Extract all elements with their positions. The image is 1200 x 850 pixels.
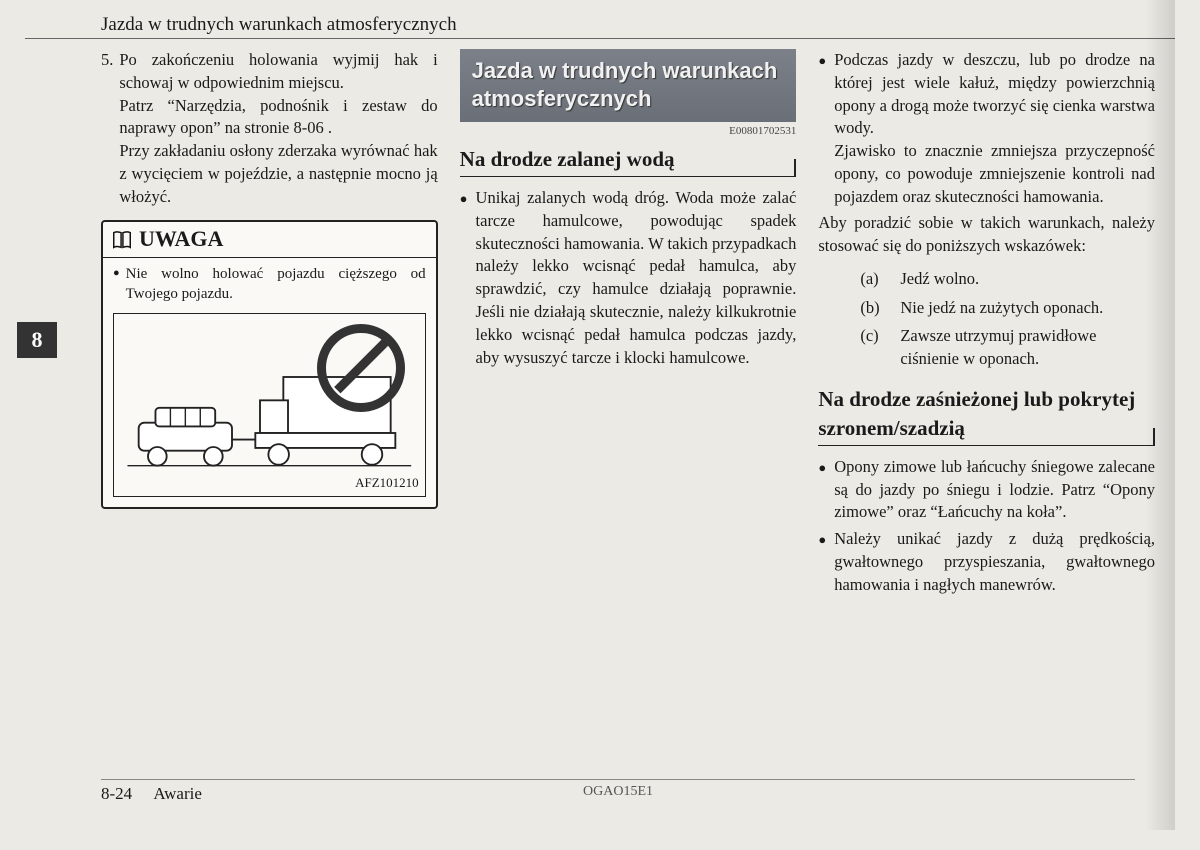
column-1: 5. Po zakończeniu holowania wyjmij hak i… bbox=[45, 49, 438, 600]
document-reference: E00801702531 bbox=[460, 124, 797, 139]
caution-box: UWAGA Nie wolno holować pojazdu cięższeg… bbox=[101, 220, 438, 509]
tip-c-label: (c) bbox=[860, 325, 888, 371]
illustration-frame: AFZ101210 bbox=[113, 313, 426, 497]
column-2: Jazda w trudnych warunkach atmosferyczny… bbox=[460, 49, 797, 600]
bullet-dot: ● bbox=[818, 528, 826, 596]
list-number: 5. bbox=[101, 49, 113, 208]
bullet-snow-1-text: Opony zimowe lub łańcuchy śniegowe zalec… bbox=[834, 456, 1155, 524]
tip-c: Zawsze utrzymuj prawidłowe ciśnienie w o… bbox=[900, 325, 1155, 371]
item5-p3: Przy zakładaniu osłony zderzaka wyrównać… bbox=[119, 140, 437, 208]
item5-p2: Patrz “Narzędzia, podnośnik i zestaw do … bbox=[119, 95, 437, 141]
book-icon bbox=[111, 229, 133, 251]
illustration-code: AFZ101210 bbox=[355, 474, 419, 492]
page-edge-shadow bbox=[1145, 0, 1175, 830]
list-item-5: 5. Po zakończeniu holowania wyjmij hak i… bbox=[101, 49, 438, 208]
tip-a-label: (a) bbox=[860, 268, 888, 291]
bullet-rain-p1: Podczas jazdy w deszczu, lub po drodze n… bbox=[834, 50, 1155, 137]
column-3: ● Podczas jazdy w deszczu, lub po drodze… bbox=[818, 49, 1155, 600]
section-tab: 8 bbox=[17, 322, 57, 358]
page-footer: 8-24 Awarie OGAO15E1 bbox=[101, 779, 1135, 804]
caution-text: Nie wolno holować pojazdu cięższego od T… bbox=[126, 264, 426, 305]
subheading-snow-road: Na drodze zaśnieżonej lub pokrytej szron… bbox=[818, 385, 1155, 446]
bullet-dot: ● bbox=[460, 187, 468, 369]
bullet-dot: ● bbox=[818, 456, 826, 524]
bullet-flooded-text: Unikaj zalanych wodą dróg. Woda może zal… bbox=[476, 187, 797, 369]
footer-doc-code: OGAO15E1 bbox=[583, 784, 653, 800]
prohibited-icon bbox=[317, 324, 405, 412]
bullet-rain-p2: Zjawisko to znacznie zmniejsza przyczepn… bbox=[834, 141, 1155, 206]
tip-a: Jedź wolno. bbox=[900, 268, 979, 291]
tips-list: (a) Jedź wolno. (b) Nie jedź na zużytych o… bbox=[818, 268, 1155, 371]
tip-b-label: (b) bbox=[860, 297, 888, 320]
page-header: Jazda w trudnych warunkach atmosferyczny… bbox=[25, 10, 1175, 39]
caution-bullet: Nie wolno holować pojazdu cięższego od T… bbox=[113, 264, 426, 305]
subheading-flooded-road: Na drodze zalanej wodą bbox=[460, 145, 797, 177]
footer-section: Awarie bbox=[153, 784, 201, 803]
tips-intro: Aby poradzić sobie w takich warunkach, n… bbox=[818, 212, 1155, 258]
bullet-snow-2: ● Należy unikać jazdy z dużą prędkością,… bbox=[818, 528, 1155, 596]
item5-p1: Po zakończeniu holowania wyjmij hak i sc… bbox=[119, 49, 437, 95]
tip-b: Nie jedź na zużytych oponach. bbox=[900, 297, 1103, 320]
bullet-dot: ● bbox=[818, 49, 826, 208]
bullet-dot bbox=[113, 264, 120, 305]
bullet-snow-1: ● Opony zimowe lub łańcuchy śniegowe zal… bbox=[818, 456, 1155, 524]
bullet-flooded: ● Unikaj zalanych wodą dróg. Woda może z… bbox=[460, 187, 797, 369]
bullet-snow-2-text: Należy unikać jazdy z dużą prędkością, g… bbox=[834, 528, 1155, 596]
page-number: 8-24 bbox=[101, 784, 132, 803]
topic-heading-box: Jazda w trudnych warunkach atmosferyczny… bbox=[460, 49, 797, 122]
caution-title: UWAGA bbox=[139, 224, 223, 254]
caution-header: UWAGA bbox=[103, 222, 436, 257]
bullet-rain: ● Podczas jazdy w deszczu, lub po drodze… bbox=[818, 49, 1155, 208]
